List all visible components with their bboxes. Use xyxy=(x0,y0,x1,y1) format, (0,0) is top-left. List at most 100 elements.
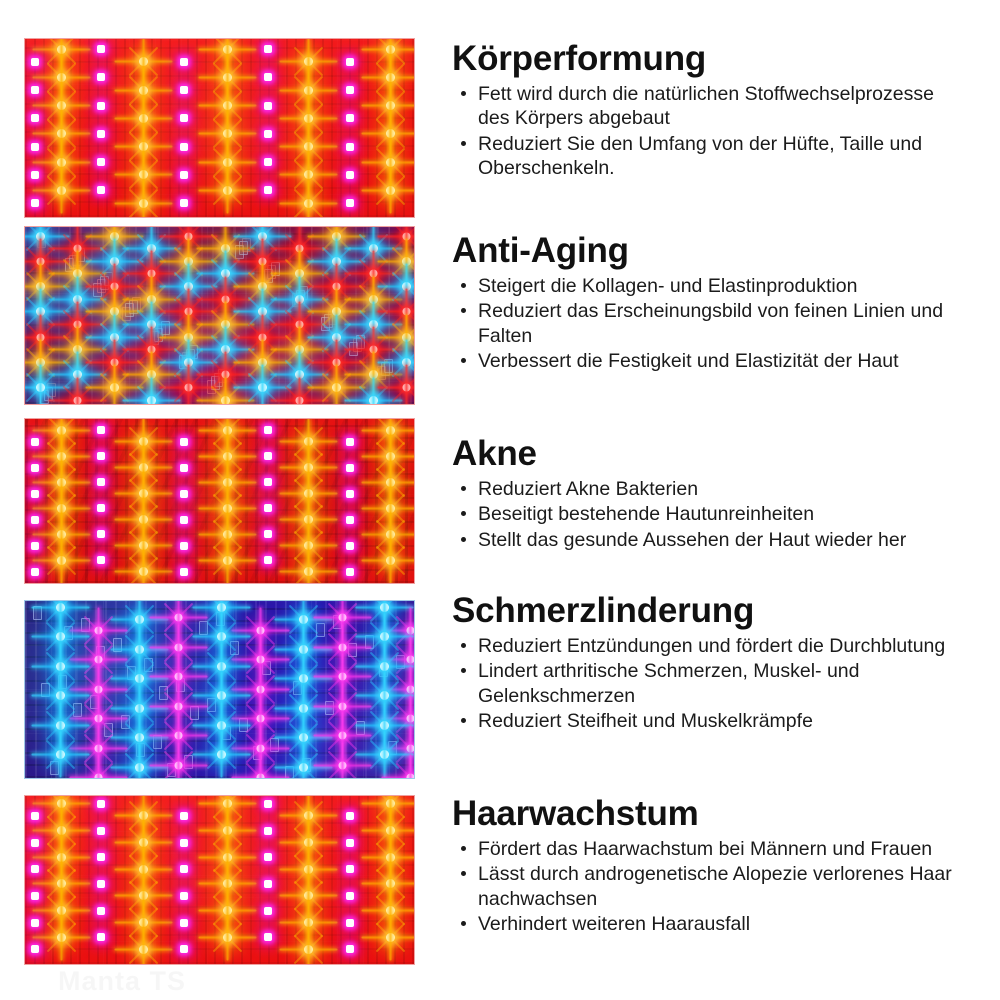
pcb-component xyxy=(384,359,394,374)
bullet-dot xyxy=(461,90,466,96)
bullet-dot xyxy=(461,845,466,851)
page-title: Akne xyxy=(452,434,537,473)
pcb-component xyxy=(150,331,160,346)
list-item-label: Fett wird durch die natürlichen Stoffwec… xyxy=(478,82,934,130)
pcb-component xyxy=(301,757,311,772)
pcb-component xyxy=(267,265,277,280)
bullet-dot xyxy=(461,140,466,146)
pcb-component xyxy=(253,746,263,761)
bullet-dot xyxy=(461,485,466,491)
list-item-label: Fördert das Haarwachstum bei Männern und… xyxy=(478,837,933,860)
bullet-dot xyxy=(461,871,466,877)
bullet-dot xyxy=(461,282,466,288)
list-item-label: Lässt durch androgenetische Alopezie ver… xyxy=(478,863,952,910)
pcb-component xyxy=(299,286,309,301)
pcb-component xyxy=(333,614,343,629)
pcb-component xyxy=(324,700,334,715)
pcb-traces xyxy=(25,419,414,583)
pcb-component xyxy=(270,262,280,277)
pcb-component xyxy=(64,626,74,641)
pcb-component xyxy=(198,620,208,635)
pcb-component xyxy=(121,714,131,729)
page-title: Schmerzlinderung xyxy=(452,591,755,630)
pcb-component xyxy=(65,258,75,273)
benefit-list: Steigert die Kollagen- und Elastinproduk… xyxy=(452,274,952,374)
section-content: Anti-Aging Steigert die Kollagen- und El… xyxy=(452,232,952,375)
pcb-component xyxy=(242,237,252,252)
pcb-component xyxy=(127,666,137,681)
bullet-dot xyxy=(461,921,466,927)
pcb-component xyxy=(221,726,231,741)
pcb-substrate xyxy=(25,39,414,217)
section-row: Haarwachstum Fördert das Haarwachstum be… xyxy=(0,0,1000,965)
pcb-component xyxy=(160,320,170,335)
pcb-component xyxy=(230,640,240,655)
pcb-substrate xyxy=(25,419,414,583)
list-item: Fördert das Haarwachstum bei Männern und… xyxy=(461,837,952,862)
pcb-component xyxy=(112,637,122,652)
pcb-component xyxy=(261,660,271,675)
pcb-component xyxy=(104,723,114,738)
pcb-component xyxy=(132,296,142,311)
list-item-label: Reduziert das Erscheinungsbild von feine… xyxy=(478,300,944,347)
pcb-component xyxy=(47,383,57,398)
list-item-label: Steigert die Kollagen- und Elastinproduk… xyxy=(478,274,858,297)
pcb-component xyxy=(235,244,245,259)
pcb-component xyxy=(356,720,366,735)
list-item-label: Reduziert Entzündungen und fördert die D… xyxy=(478,634,946,657)
list-item: Fett wird durch die natürlichen Stoffwec… xyxy=(461,82,952,131)
pcb-traces xyxy=(25,39,414,217)
bullet-dot xyxy=(461,511,466,517)
pcb-traces xyxy=(25,796,414,964)
list-item: Verhindert weiteren Haarausfall xyxy=(461,912,952,937)
pcb-component xyxy=(96,279,106,294)
list-item-label: Reduziert Sie den Umfang von der Hüfte, … xyxy=(478,132,923,180)
pcb-component xyxy=(128,300,138,315)
pcb-component xyxy=(175,677,185,692)
pcb-traces xyxy=(25,227,414,404)
pcb-component xyxy=(356,334,366,349)
pcb-component xyxy=(95,646,105,661)
led-panel-blue-pain-relief xyxy=(24,600,415,779)
page-title: Körperformung xyxy=(452,39,707,78)
pcb-component xyxy=(316,623,326,638)
pcb-component xyxy=(347,643,357,658)
pcb-component xyxy=(58,674,68,689)
led-panel-red-blue-anti-aging xyxy=(24,226,415,405)
pcb-component xyxy=(215,612,225,627)
pcb-component xyxy=(210,376,220,391)
list-item: Stellt das gesunde Aussehen der Haut wie… xyxy=(461,528,952,553)
bullet-dot xyxy=(461,308,466,314)
section-content: Schmerzlinderung Reduziert Entzündungen … xyxy=(452,592,952,735)
pcb-component xyxy=(379,663,389,678)
pcb-component xyxy=(81,617,91,632)
list-item-label: Reduziert Akne Bakterien xyxy=(478,477,699,500)
list-item-label: Verhindert weiteren Haarausfall xyxy=(478,913,751,936)
list-item-label: Stellt das gesunde Aussehen der Haut wie… xyxy=(478,528,907,551)
led-panel-red-hair-growth xyxy=(24,795,415,965)
list-item: Steigert die Kollagen- und Elastinproduk… xyxy=(461,274,952,299)
pcb-component xyxy=(49,760,59,775)
pcb-component xyxy=(144,657,154,672)
pcb-component xyxy=(238,717,248,732)
pcb-substrate xyxy=(25,227,414,404)
list-item: Lindert arthritische Schmerzen, Muskel- … xyxy=(461,659,952,708)
bullet-dot xyxy=(461,536,466,542)
pcb-component xyxy=(135,743,145,758)
pcb-component xyxy=(43,386,53,401)
section-content: Körperformung Fett wird durch die natürl… xyxy=(452,40,952,182)
list-item-label: Beseitigt bestehende Hautunreinheiten xyxy=(478,503,815,526)
pcb-component xyxy=(158,686,168,701)
section-content: Haarwachstum Fördert das Haarwachstum be… xyxy=(452,795,952,938)
bullet-dot xyxy=(461,642,466,648)
pcb-component xyxy=(100,275,110,290)
pcb-component xyxy=(32,606,42,621)
pcb-component xyxy=(380,362,390,377)
pcb-component xyxy=(396,654,406,669)
pcb-component xyxy=(103,272,113,287)
pcb-components xyxy=(25,227,414,404)
pcb-component xyxy=(214,372,224,387)
list-item: Beseitigt bestehende Hautunreinheiten xyxy=(461,502,952,527)
pcb-component xyxy=(293,680,303,695)
